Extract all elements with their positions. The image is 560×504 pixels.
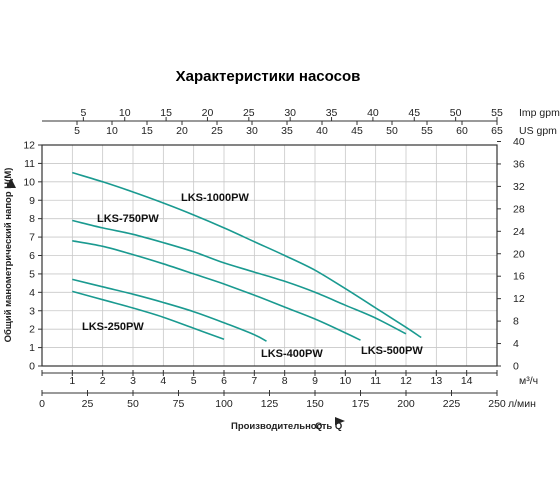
x-tick-label: 3	[130, 375, 136, 387]
y-right-tick-label: 24	[513, 226, 525, 238]
y-axis-label: Общий манометрический напор H(M)	[3, 168, 14, 343]
chart-title: Характеристики насосов	[176, 68, 361, 85]
y-tick-label: 1	[29, 342, 35, 354]
y-tick-label: 6	[29, 250, 35, 262]
x-tick-label: 7	[251, 375, 257, 387]
lmin-tick-label: 75	[173, 398, 185, 410]
y-right-tick-label: 16	[513, 271, 525, 283]
curve-lks-500pw	[72, 240, 361, 341]
x-axis-arrow	[335, 417, 345, 425]
grid	[42, 145, 497, 366]
curve-lks-750pw	[72, 219, 407, 335]
y-tick-label: 11	[24, 158, 35, 170]
lmin-tick-label: 25	[82, 398, 94, 410]
lmin-tick-label: 250	[488, 398, 506, 410]
x-tick-label: 13	[430, 375, 442, 387]
lmin-tick-label: 225	[443, 398, 461, 410]
series-label-lks-400pw: LKS-400PW	[261, 348, 323, 360]
us-tick-label: 25	[211, 125, 223, 137]
lmin-tick-label: 125	[261, 398, 279, 410]
lmin-tick-label: 150	[306, 398, 324, 410]
y-tick-label: 9	[29, 195, 35, 207]
x-tick-label: 2	[100, 375, 106, 387]
x-tick-label: 14	[461, 375, 473, 387]
series-label-lks-250pw: LKS-250PW	[82, 321, 144, 333]
y-right-tick-label: 36	[513, 158, 525, 170]
imp-tick-label: 25	[243, 107, 255, 119]
imp-tick-label: 20	[202, 107, 214, 119]
y-right-tick-label: 28	[513, 203, 525, 215]
curve-lks-400pw	[72, 278, 267, 342]
x-axis-symbol: Q	[315, 421, 322, 432]
x-tick-label: 9	[312, 375, 318, 387]
us-tick-label: 50	[386, 125, 398, 137]
lmin-tick-label: 175	[352, 398, 370, 410]
us-tick-label: 60	[456, 125, 468, 137]
us-tick-label: 30	[246, 125, 258, 137]
imp-tick-label: 35	[326, 107, 338, 119]
y-right-tick-label: 0	[513, 361, 519, 373]
us-tick-label: 5	[74, 125, 80, 137]
x-tick-label: 10	[339, 375, 351, 387]
imp-tick-label: 40	[367, 107, 379, 119]
x-tick-label: 5	[191, 375, 197, 387]
us-tick-label: 15	[141, 125, 153, 137]
curve-lks-1000pw	[72, 171, 422, 339]
x-tick-label: 6	[221, 375, 227, 387]
y-right-tick-label: 8	[513, 316, 519, 328]
y-tick-label: 5	[29, 268, 35, 280]
x-tick-label: 1	[69, 375, 75, 387]
series-label-lks-1000pw: LKS-1000PW	[181, 192, 249, 204]
y-right-tick-label: 12	[513, 293, 525, 305]
x-tick-label: 11	[370, 375, 381, 387]
series-label-lks-500pw: LKS-500PW	[361, 345, 423, 357]
y-tick-label: 0	[29, 361, 35, 373]
us-unit-label: US gpm	[519, 125, 557, 137]
y-tick-label: 8	[29, 213, 35, 225]
y-tick-label: 4	[29, 287, 35, 299]
imp-tick-label: 45	[408, 107, 420, 119]
y-tick-label: 3	[29, 305, 35, 317]
y-right-tick-label: 20	[513, 248, 525, 260]
imp-tick-label: 5	[80, 107, 86, 119]
lmin-tick-label: 200	[397, 398, 415, 410]
imp-tick-label: 30	[284, 107, 296, 119]
x-tick-label: 8	[282, 375, 288, 387]
y-axis-arrow	[6, 178, 16, 188]
us-tick-label: 65	[491, 125, 503, 137]
lmin-tick-label: 100	[215, 398, 233, 410]
y-tick-label: 10	[23, 176, 35, 188]
lmin-unit-label: л/мин	[508, 398, 536, 410]
us-tick-label: 55	[421, 125, 433, 137]
x-tick-label: 12	[400, 375, 412, 387]
y-tick-label: 7	[29, 232, 35, 244]
y-right-tick-label: 32	[513, 181, 525, 193]
lmin-tick-label: 50	[127, 398, 139, 410]
y-tick-label: 2	[29, 324, 35, 336]
imp-unit-label: Imp gpm	[519, 107, 560, 119]
curve-lks-250pw	[72, 290, 225, 341]
curves: LKS-1000PW LKS-750PW LKS-500PW LKS-400PW LKS…	[72, 171, 423, 360]
x-axis-label: Производительность Q	[231, 421, 342, 432]
lmin-tick-label: 0	[39, 398, 45, 410]
imp-tick-label: 15	[160, 107, 172, 119]
us-tick-label: 40	[316, 125, 328, 137]
x-tick-label: 4	[160, 375, 166, 387]
series-label-lks-750pw: LKS-750PW	[97, 213, 159, 225]
us-tick-label: 10	[106, 125, 118, 137]
imp-tick-label: 55	[491, 107, 503, 119]
us-tick-label: 45	[351, 125, 363, 137]
imp-tick-label: 10	[119, 107, 131, 119]
us-tick-label: 35	[281, 125, 293, 137]
y-right-tick-label: 40	[513, 136, 525, 148]
y-tick-label: 12	[23, 140, 35, 152]
us-tick-label: 20	[176, 125, 188, 137]
y-right-tick-label: 4	[513, 338, 519, 350]
imp-tick-label: 50	[450, 107, 462, 119]
x-unit-label: м³/ч	[519, 375, 538, 387]
